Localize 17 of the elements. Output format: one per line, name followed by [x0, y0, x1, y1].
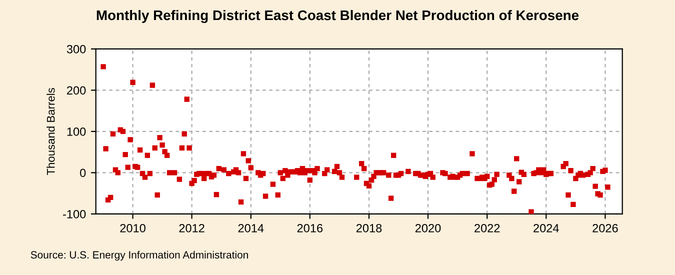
x-tick-label: 2026 — [592, 224, 618, 232]
source-note: Source: U.S. Energy Information Administration — [30, 250, 248, 261]
y-tick-label: 100 — [67, 127, 86, 136]
x-tick-label: 2022 — [474, 224, 500, 232]
y-tick-label: 200 — [67, 86, 86, 95]
y-axis-title: Thousand Barrels — [46, 88, 55, 176]
x-tick-label: 2016 — [297, 224, 323, 232]
x-tick-label: 2024 — [534, 224, 559, 232]
x-tick-label: 2018 — [356, 224, 382, 232]
x-tick-label: 2020 — [415, 224, 441, 232]
y-tick-label: 0 — [80, 168, 86, 178]
x-tick-label: 2012 — [179, 224, 204, 232]
x-tick-label: 2014 — [238, 224, 264, 232]
chart-title: Monthly Refining District East Coast Blender Net Production of Kerosene — [96, 10, 579, 24]
y-tick-label: -100 — [63, 210, 86, 218]
y-tick-label: 300 — [66, 44, 86, 54]
x-tick-label: 2010 — [120, 224, 146, 232]
